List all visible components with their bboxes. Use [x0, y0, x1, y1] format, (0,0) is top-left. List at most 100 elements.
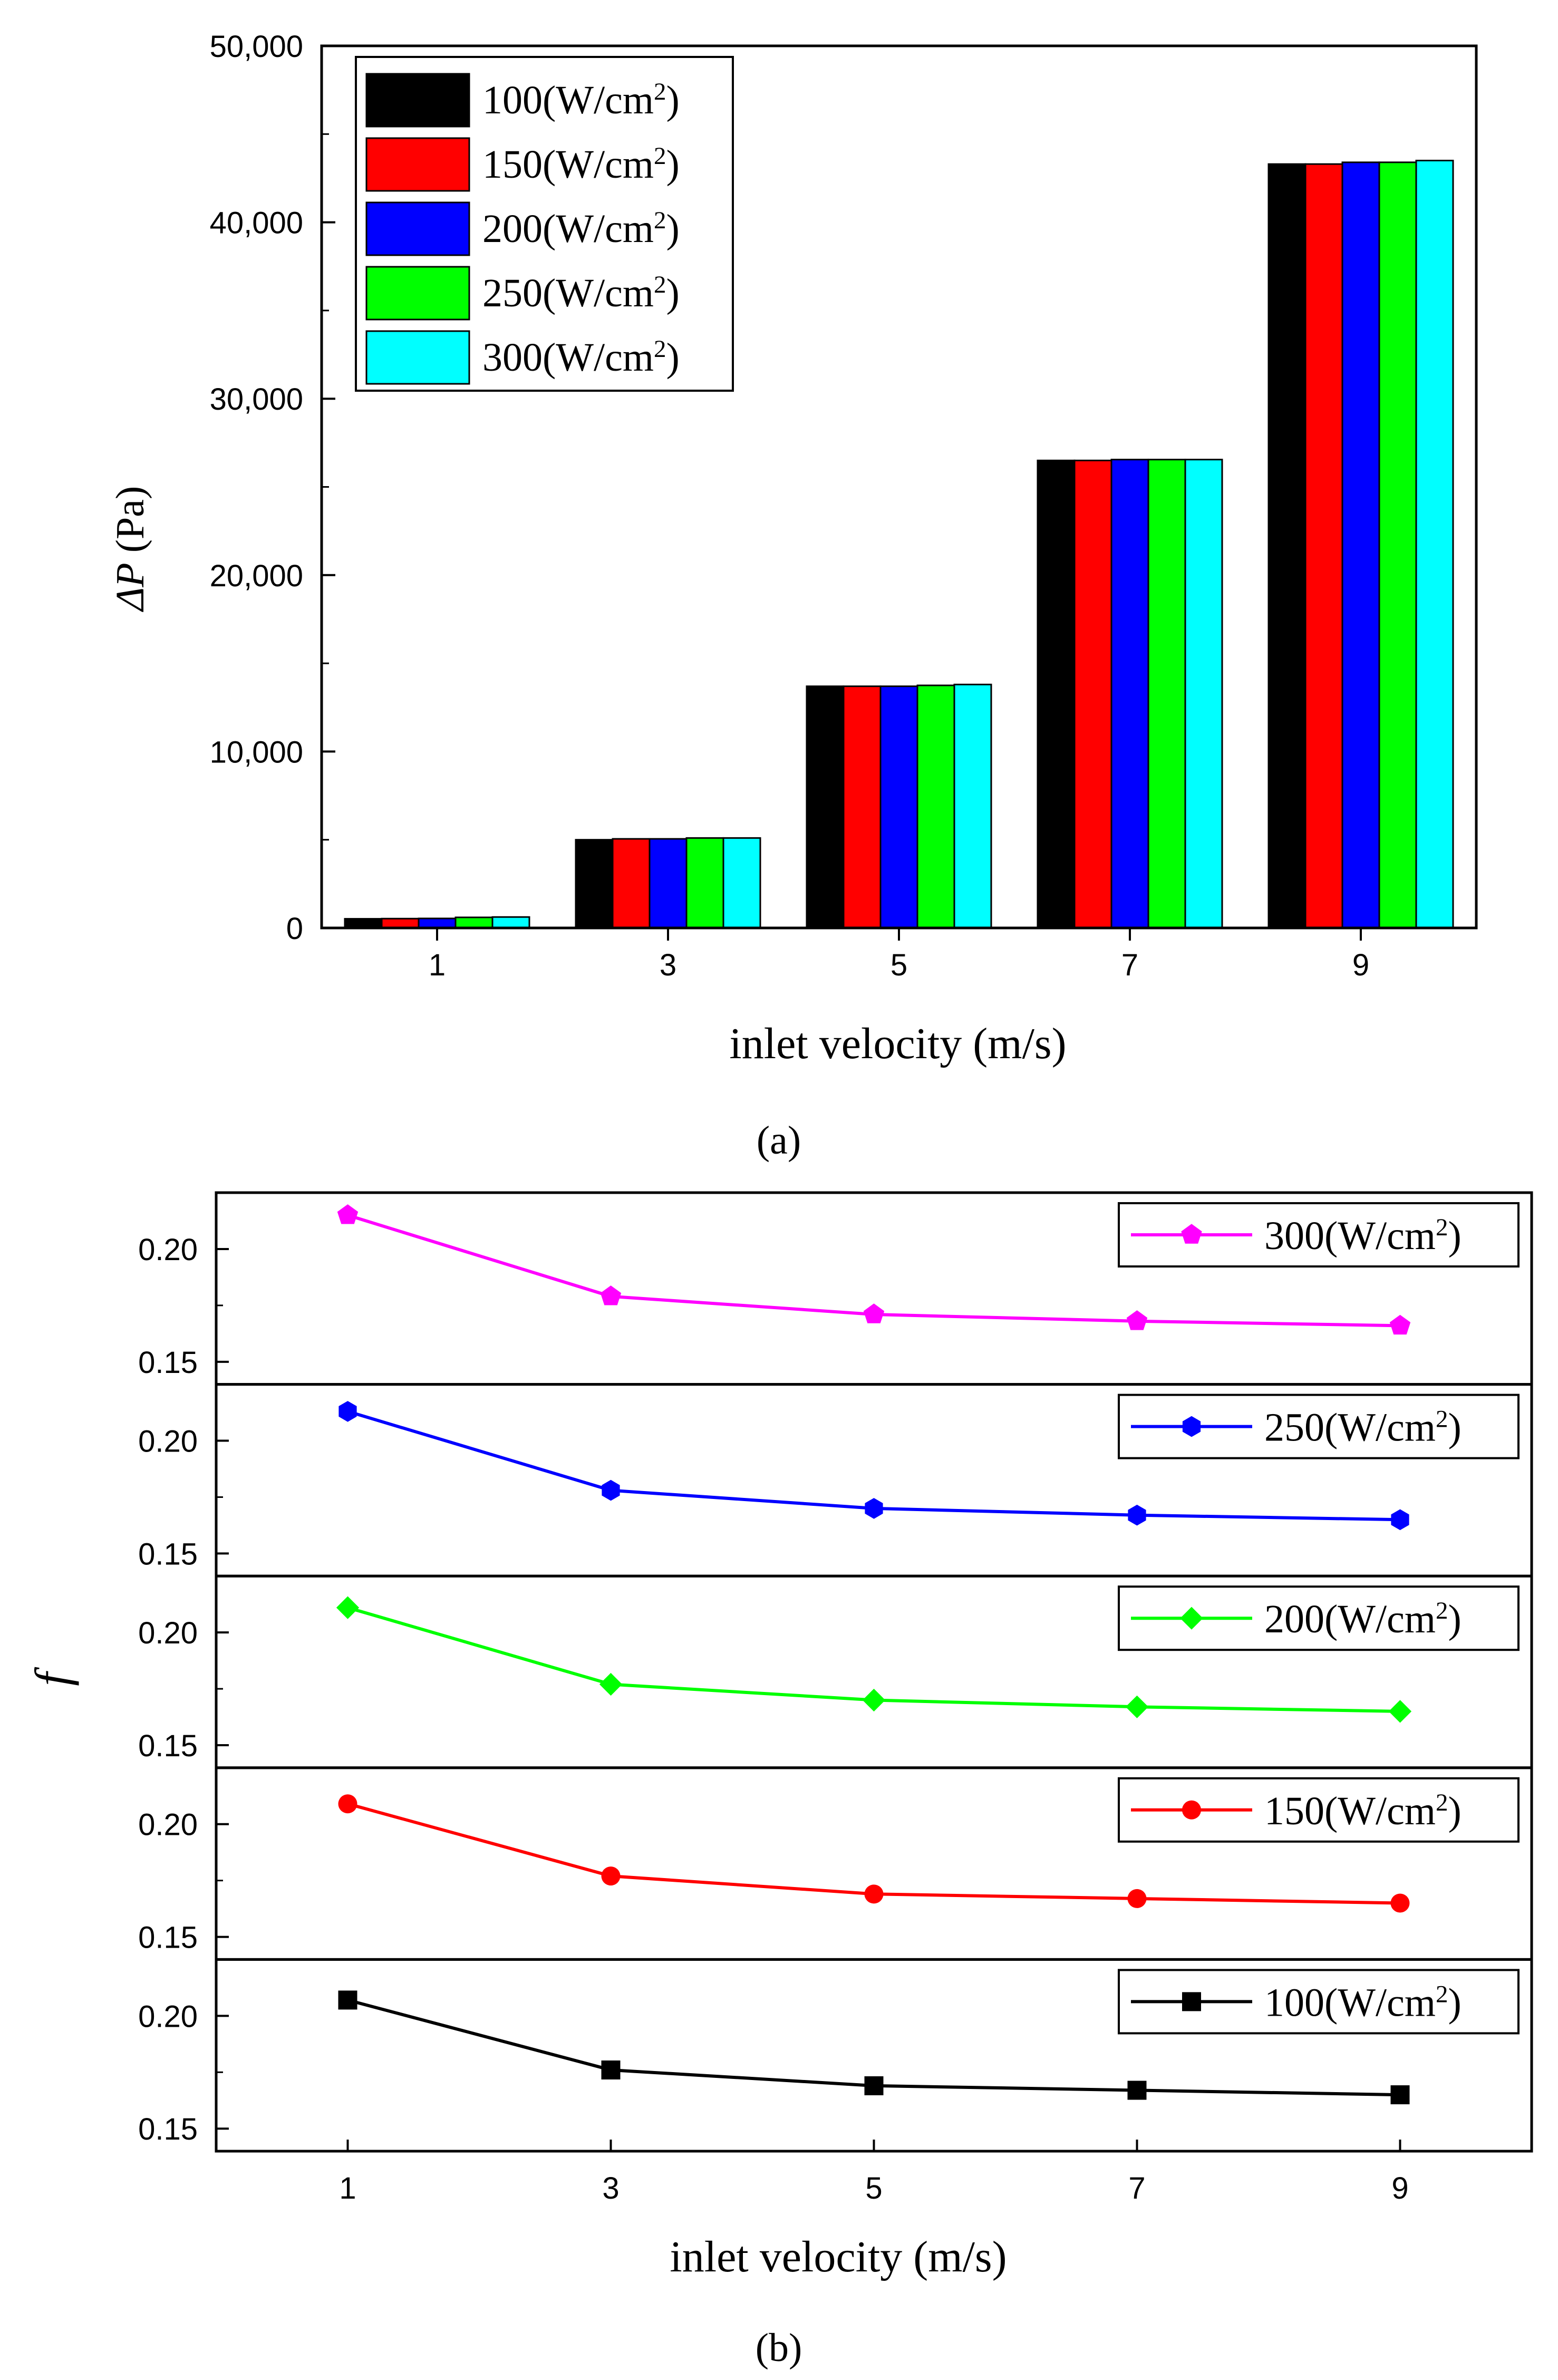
y-axis-label: ΔP (Pa) — [108, 486, 152, 613]
legend-swatch — [365, 330, 470, 385]
data-point — [336, 1596, 360, 1619]
y-tick-label: 0.20 — [138, 1425, 198, 1459]
bar-150-v7 — [1073, 459, 1112, 929]
x-tick-label: 1 — [339, 2171, 356, 2205]
bar-200-v3 — [649, 838, 688, 929]
legend-marker — [1180, 1607, 1203, 1630]
panel-150: 0.15 0.20 150(W/cm2) — [138, 1766, 1533, 1961]
x-axis-ticks: 1 3 5 7 9 — [339, 2140, 1409, 2205]
data-point — [1388, 1700, 1412, 1723]
data-point — [862, 1688, 886, 1712]
data-point — [864, 2076, 884, 2095]
x-tick-label: 9 — [1391, 2171, 1408, 2205]
data-point — [337, 1204, 359, 1224]
legend-marker — [1182, 1800, 1201, 1820]
data-point — [1127, 2081, 1147, 2100]
legend: 100(W/cm2) 150(W/cm2) 200(W/cm2) 250(W/cm2)… — [355, 56, 734, 392]
bar-150-v1 — [381, 917, 420, 929]
data-point — [338, 1794, 357, 1814]
legend-box — [1118, 1969, 1520, 2035]
bar-100-v5 — [806, 685, 845, 929]
x-tick-label: 5 — [891, 948, 907, 982]
data-point — [1390, 1893, 1410, 1913]
legend-label: 200(W/cm2) — [482, 207, 680, 251]
legend-swatch — [365, 137, 470, 192]
data-point — [1390, 2085, 1410, 2105]
data-point — [602, 1479, 620, 1501]
y-tick-label: 0.20 — [138, 1999, 198, 2034]
bar-250-v9 — [1378, 161, 1417, 929]
data-point — [1391, 1509, 1409, 1531]
bar-150-v3 — [612, 838, 651, 929]
legend-label: 250(W/cm2) — [482, 271, 680, 315]
y-tick-label: 0.15 — [138, 1346, 198, 1380]
data-point — [601, 2060, 621, 2080]
legend-box — [1118, 1777, 1520, 1843]
x-tick-label: 1 — [429, 948, 446, 982]
bar-300-v9 — [1415, 159, 1454, 929]
x-axis-label: inlet velocity (m/s) — [670, 2232, 1007, 2281]
bar-200-v9 — [1341, 161, 1380, 929]
y-tick-label: 0.20 — [138, 1616, 198, 1650]
data-point — [865, 1498, 883, 1519]
legend-entries: 100(W/cm2) 150(W/cm2) 200(W/cm2) 250(W/cm2)… — [365, 73, 680, 385]
legend-swatch — [365, 266, 470, 321]
y-tick-label: 0.20 — [138, 1808, 198, 1842]
bar-300-v3 — [722, 837, 761, 929]
stacked-panels: 0.15 0.20 300(W/cm2) 0.15 0.20 250(W/cm2) 0.15… — [138, 1191, 1533, 2153]
x-tick-label: 9 — [1352, 948, 1369, 982]
data-point — [863, 1303, 885, 1323]
legend-marker — [1181, 1224, 1202, 1244]
legend-label: 150(W/cm2) — [482, 142, 680, 187]
legend-label: 150(W/cm2) — [1264, 1789, 1462, 1833]
legend-label: 300(W/cm2) — [1264, 1214, 1462, 1258]
legend-label: 250(W/cm2) — [1264, 1406, 1462, 1450]
x-tick-label: 5 — [865, 2171, 882, 2205]
y-tick-label: 10,000 — [210, 735, 303, 769]
x-axis-ticks: 1 3 5 7 9 — [429, 928, 1369, 982]
bar-300-v7 — [1184, 459, 1223, 929]
y-tick-label: 0.15 — [138, 1921, 198, 1955]
y-axis-label: f — [25, 1667, 79, 1686]
legend-label: 300(W/cm2) — [482, 335, 680, 380]
bar-150-v5 — [843, 685, 882, 929]
data-point — [1128, 1504, 1146, 1526]
panel-100: 0.15 0.20 100(W/cm2) — [138, 1958, 1533, 2153]
panel-200: 0.15 0.20 200(W/cm2) — [138, 1574, 1533, 1769]
y-axis-ticks: 0 10,000 20,000 30,000 40,000 50,000 — [210, 30, 335, 946]
legend-swatch — [365, 201, 470, 256]
legend-label: 100(W/cm2) — [482, 78, 680, 122]
panel-label-b: (b) — [756, 2326, 802, 2370]
y-tick-label: 0.15 — [138, 1537, 198, 1571]
x-tick-label: 7 — [1121, 948, 1138, 982]
bar-250-v5 — [916, 684, 955, 929]
bar-150-v9 — [1304, 163, 1343, 929]
x-axis-label: inlet velocity (m/s) — [729, 1019, 1066, 1068]
bar-100-v9 — [1267, 163, 1307, 929]
y-tick-label: 50,000 — [210, 30, 303, 64]
line-chart-friction-factor: 0.15 0.20 300(W/cm2) 0.15 0.20 250(W/cm2) 0.15… — [25, 1191, 1533, 2370]
bar-250-v7 — [1147, 459, 1186, 929]
bar-200-v5 — [879, 685, 918, 929]
bar-100-v3 — [575, 839, 614, 929]
bar-200-v7 — [1110, 459, 1149, 929]
data-point — [1125, 1695, 1149, 1718]
y-tick-label: 0.15 — [138, 1729, 198, 1763]
legend-marker — [1182, 1992, 1201, 2011]
bar-100-v1 — [344, 918, 383, 929]
bar-250-v1 — [454, 916, 493, 929]
bar-300-v1 — [491, 916, 530, 929]
x-tick-label: 7 — [1128, 2171, 1145, 2205]
data-point — [1389, 1314, 1411, 1335]
y-axis-label-unit: (Pa) — [108, 486, 152, 563]
data-point — [599, 1672, 623, 1696]
data-point — [864, 1884, 884, 1904]
data-point — [600, 1285, 622, 1305]
bar-250-v3 — [685, 837, 724, 929]
legend-label: 100(W/cm2) — [1264, 1980, 1462, 2025]
y-tick-label: 0.20 — [138, 1233, 198, 1267]
legend-marker — [1182, 1416, 1201, 1437]
panel-label-a: (a) — [757, 1118, 801, 1163]
panel-300: 0.15 0.20 300(W/cm2) — [138, 1191, 1533, 1386]
